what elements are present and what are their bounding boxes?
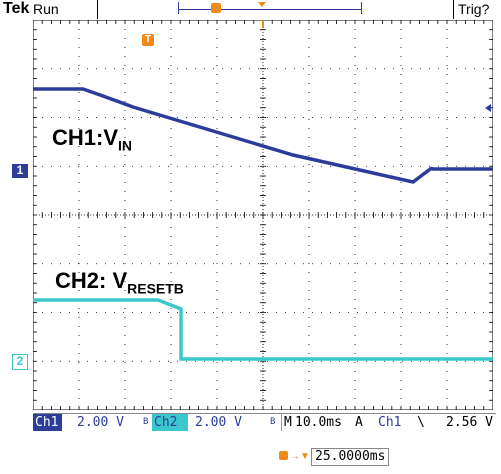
separator: [453, 0, 454, 19]
graticule: [33, 20, 493, 410]
timebase-value[interactable]: 10.0ms: [295, 415, 342, 430]
brand-logo: Tek: [3, 0, 30, 17]
ch2-waveform: [33, 298, 493, 361]
record-trigger-icon: [211, 3, 221, 13]
ch2-label-text: CH2: V: [55, 268, 128, 293]
delay-arrow-icon: →▼: [290, 451, 310, 462]
status-divider: [281, 414, 282, 431]
ch1-label-text: CH1:V: [52, 125, 119, 150]
trigger-position-icon: [258, 2, 266, 7]
acquisition-mode: A: [355, 415, 363, 430]
ch2-scale: 2.00 V: [195, 415, 242, 430]
run-state: Run: [33, 1, 59, 17]
record-line: [179, 9, 361, 10]
trigger-level[interactable]: 2.56 V: [446, 415, 493, 430]
record-view-indicator[interactable]: [178, 2, 362, 14]
ch1-waveform-label: CH1:VIN: [52, 125, 132, 153]
ch1-bandwidth-flag: B: [143, 417, 149, 427]
timebase-prefix: M: [284, 415, 292, 430]
top-bar: Tek Run Trig?: [0, 0, 501, 20]
delay-value[interactable]: 25.0000ms: [311, 448, 390, 466]
trigger-status: Trig?: [458, 1, 490, 17]
ch1-button[interactable]: Ch1: [33, 414, 62, 431]
ch1-waveform: [33, 87, 493, 184]
trigger-level-arrow-icon: [485, 104, 491, 112]
delay-trigger-icon: [279, 451, 288, 460]
trigger-source[interactable]: Ch1: [378, 415, 402, 430]
ch2-button[interactable]: Ch2: [152, 414, 188, 431]
status-bar: Ch1 2.00 V B Ch2 2.00 V B M 10.0ms A Ch1…: [33, 413, 496, 431]
grid-lines: [33, 20, 493, 410]
ch2-label-subscript: RESETB: [127, 280, 184, 297]
ch1-ground-marker[interactable]: 1: [12, 164, 28, 178]
ch2-bandwidth-flag: B: [270, 417, 276, 427]
trigger-edge-icon: \: [417, 415, 425, 430]
ch2-ground-marker[interactable]: 2: [12, 354, 28, 370]
ch2-waveform-label: CH2: VRESETB: [55, 268, 184, 296]
ch1-label-subscript: IN: [118, 137, 133, 154]
separator: [97, 0, 98, 19]
ch1-scale: 2.00 V: [77, 415, 124, 430]
trigger-point-icon: T: [142, 34, 154, 46]
